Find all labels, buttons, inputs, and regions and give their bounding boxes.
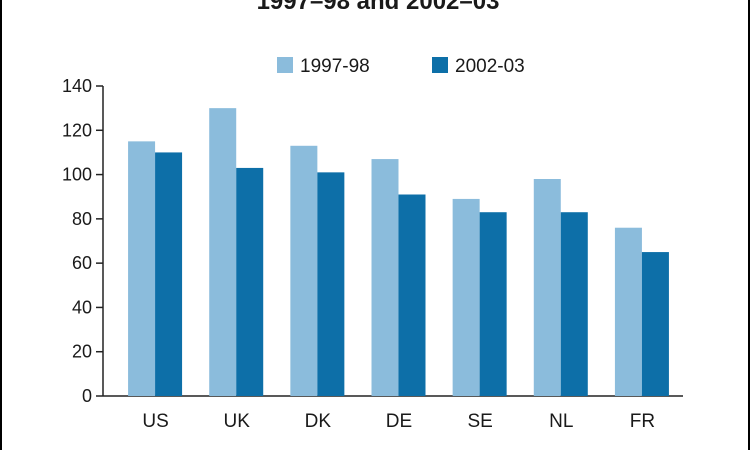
- y-tick-label: 40: [72, 297, 92, 317]
- x-tick-label: FR: [630, 411, 655, 432]
- bar-fr-2002-03: [641, 252, 669, 396]
- legend-label-2002-03: 2002-03: [455, 56, 525, 77]
- x-tick-label: DE: [386, 411, 412, 432]
- x-tick-label: DK: [305, 411, 332, 432]
- bar-uk-2002-03: [236, 167, 264, 396]
- y-tick-label: 100: [62, 165, 92, 185]
- legend: 1997-98 2002-03: [277, 56, 525, 77]
- bar-fr-1997-98: [614, 227, 642, 396]
- bar-de-2002-03: [398, 194, 426, 396]
- x-axis-ticks: US UK DK DE SE NL FR: [142, 411, 655, 432]
- x-tick-label: US: [142, 411, 168, 432]
- y-tick-label: 80: [72, 209, 92, 229]
- bar-se-2002-03: [479, 212, 507, 396]
- x-tick-label: UK: [224, 411, 251, 432]
- bars: [128, 108, 669, 397]
- bar-dk-1997-98: [290, 145, 318, 396]
- y-tick-label: 140: [62, 76, 92, 96]
- y-axis-ticks: 0 20 40 60 80 100 120 140: [62, 76, 103, 406]
- y-tick-label: 0: [82, 386, 92, 406]
- bar-us-2002-03: [155, 152, 183, 396]
- bar-se-1997-98: [452, 198, 480, 396]
- bar-uk-1997-98: [209, 108, 237, 397]
- legend-swatch-1997-98: [277, 57, 293, 73]
- bar-us-1997-98: [128, 141, 156, 396]
- bar-nl-2002-03: [560, 212, 588, 396]
- bar-nl-1997-98: [533, 179, 561, 396]
- x-tick-label: SE: [467, 411, 492, 432]
- bar-de-1997-98: [371, 159, 399, 396]
- y-tick-label: 20: [72, 342, 92, 362]
- x-tick-label: NL: [549, 411, 573, 432]
- legend-label-1997-98: 1997-98: [300, 56, 370, 77]
- legend-swatch-2002-03: [432, 57, 448, 73]
- y-tick-label: 120: [62, 120, 92, 140]
- chart-title: 1997–98 and 2002–03: [257, 0, 500, 15]
- bar-dk-2002-03: [317, 172, 345, 396]
- y-tick-label: 60: [72, 253, 92, 273]
